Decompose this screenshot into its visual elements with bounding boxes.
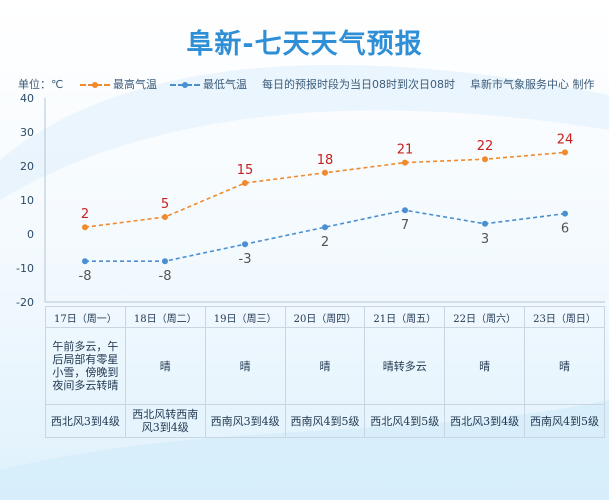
high-temp-point [162, 214, 168, 220]
weather-cell: 晴 [284, 327, 366, 405]
high-temp-label: 21 [397, 143, 414, 158]
weather-cell: 晴 [124, 327, 206, 405]
high-temp-label: 24 [557, 132, 574, 147]
low-temp-label: -8 [159, 269, 172, 284]
weather-cell: 晴 [204, 327, 286, 405]
temperature-chart: -20 -10 0 10 20 30 40 2 5 15 18 21 22 24 -8 -8 -3 2 7 3 6 [16, 92, 605, 309]
date-cell: 19日（周三） [204, 306, 286, 328]
y-tick-label: 0 [27, 228, 34, 241]
producer-credit: 阜新市气象服务中心 制作 [470, 78, 595, 91]
high-temp-point [562, 149, 568, 156]
forecast-table: 17日（周一） 18日（周二） 19日（周三） 20日（周四） 21日（周五） … [45, 306, 605, 438]
wind-cell: 西北风4到5级 [364, 404, 446, 438]
wind-cell: 西北风转西南风3到4级 [124, 404, 206, 438]
y-tick-label: -10 [16, 262, 34, 275]
low-temp-point [242, 241, 248, 248]
wind-cell: 西南风4到5级 [284, 404, 366, 438]
high-temp-label: 22 [477, 139, 494, 154]
low-temp-label: 6 [561, 222, 569, 237]
date-cell: 18日（周二） [124, 306, 206, 328]
low-temp-point [82, 258, 88, 265]
legend-low-label: 最低气温 [203, 78, 247, 91]
y-tick-label: 40 [20, 92, 34, 105]
low-temp-point [322, 224, 328, 231]
legend-high-label: 最高气温 [113, 78, 157, 91]
y-tick-label: -20 [16, 296, 34, 309]
weather-cell: 晴转多云 [364, 327, 446, 405]
low-temp-point [402, 207, 408, 214]
weather-row: 午前多云，午后局部有零星小雪，傍晚到夜间多云转晴 晴 晴 晴 晴转多云 晴 晴 [45, 327, 605, 405]
y-tick-label: 20 [20, 160, 34, 173]
high-temp-label: 18 [317, 153, 334, 168]
weather-cell: 晴 [444, 327, 526, 405]
date-cell: 17日（周一） [45, 306, 126, 328]
weather-cell: 午前多云，午后局部有零星小雪，傍晚到夜间多云转晴 [45, 327, 126, 405]
weather-cell: 晴 [524, 327, 605, 405]
legend-high: 最高气温 [80, 76, 157, 92]
high-temp-label: 2 [81, 207, 89, 222]
legend-low-marker [170, 80, 200, 90]
high-temp-label: 5 [161, 197, 169, 212]
date-cell: 20日（周四） [284, 306, 366, 328]
y-tick-label: 10 [20, 194, 34, 207]
low-temp-point [562, 210, 568, 217]
date-cell: 23日（周日） [524, 306, 605, 328]
legend-low: 最低气温 [170, 76, 247, 92]
wind-cell: 西北风3到4级 [45, 404, 126, 438]
high-temp-point [322, 169, 328, 176]
wind-row: 西北风3到4级 西北风转西南风3到4级 西南风3到4级 西南风4到5级 西北风4… [45, 404, 605, 438]
y-tick-label: 30 [20, 126, 34, 139]
high-temp-point [242, 180, 248, 186]
low-temp-point [482, 220, 488, 227]
date-cell: 21日（周五） [364, 306, 446, 328]
wind-cell: 西南风3到4级 [204, 404, 286, 438]
unit-label: 单位：℃ [18, 78, 64, 91]
low-temp-point [162, 258, 168, 265]
wind-cell: 西北风3到4级 [444, 404, 526, 438]
low-temp-label: 2 [321, 235, 329, 250]
high-temp-point [82, 224, 88, 231]
wind-cell: 西南风4到5级 [524, 404, 605, 438]
date-row: 17日（周一） 18日（周二） 19日（周三） 20日（周四） 21日（周五） … [45, 306, 605, 328]
high-temp-point [482, 156, 488, 163]
forecast-period-note: 每日的预报时段为当日08时到次日08时 [262, 78, 455, 91]
high-temp-point [402, 159, 408, 166]
low-temp-label: 7 [401, 218, 409, 233]
legend-high-marker [80, 80, 110, 90]
low-temp-label: -8 [79, 269, 92, 284]
low-temp-label: 3 [481, 232, 489, 247]
high-temp-label: 15 [237, 163, 254, 178]
page-title: 阜新-七天天气预报 [186, 29, 423, 60]
low-temp-label: -3 [239, 252, 252, 267]
date-cell: 22日（周六） [444, 306, 526, 328]
